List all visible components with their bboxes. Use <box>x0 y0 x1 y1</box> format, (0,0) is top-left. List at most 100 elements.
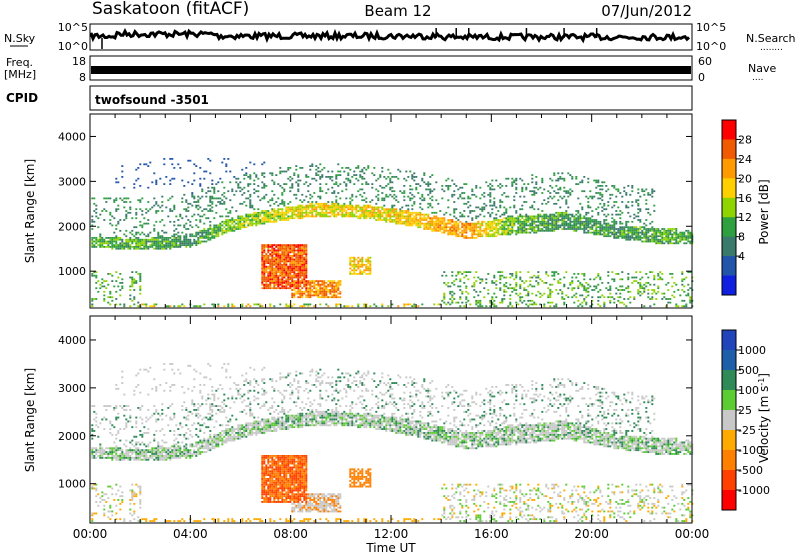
power-cell <box>481 235 484 238</box>
power-cell <box>91 237 94 239</box>
power-cell <box>493 303 496 306</box>
power-cell <box>593 219 596 221</box>
power-cell <box>447 188 450 191</box>
power-cell <box>303 253 306 255</box>
power-cell <box>297 282 300 284</box>
power-cell <box>531 299 534 302</box>
power-cell <box>299 255 302 257</box>
power-cell <box>289 247 292 250</box>
power-cell <box>631 231 634 234</box>
power-cell <box>383 208 386 211</box>
power-cell <box>621 226 624 229</box>
power-cell <box>127 244 130 246</box>
power-cell <box>307 211 310 214</box>
power-cell <box>379 217 382 220</box>
power-cell <box>157 231 160 234</box>
power-cell <box>305 269 308 272</box>
power-cell <box>511 219 514 221</box>
power-cell <box>595 276 598 279</box>
power-cell <box>211 229 214 232</box>
power-cell <box>371 210 374 212</box>
power-cell <box>263 176 266 178</box>
power-cell <box>391 181 394 184</box>
power-cell <box>303 267 306 270</box>
power-cell <box>467 271 470 273</box>
power-cell <box>269 215 272 218</box>
power-cell <box>163 237 166 239</box>
power-cell <box>197 231 200 234</box>
power-cell <box>127 247 130 250</box>
power-cell <box>117 247 120 250</box>
power-cell <box>327 215 330 218</box>
power-cell <box>589 206 592 209</box>
power-cell <box>295 213 298 216</box>
power-cell <box>457 235 460 238</box>
power-cell <box>137 167 140 169</box>
power-cell <box>137 237 140 239</box>
power-cell <box>207 235 210 238</box>
power-cell <box>411 305 414 308</box>
power-cell <box>309 303 312 306</box>
power-cell <box>443 222 446 225</box>
power-cell <box>93 271 96 273</box>
power-cell <box>263 183 266 185</box>
power-cell <box>341 210 344 212</box>
power-cell <box>471 226 474 229</box>
power-cell <box>407 222 410 225</box>
power-cell <box>95 208 98 211</box>
power-cell <box>601 224 604 227</box>
power-cell <box>139 201 142 203</box>
power-cell <box>161 240 164 243</box>
power-cell <box>363 208 366 211</box>
power-cell <box>481 280 484 282</box>
power-cell <box>429 190 432 193</box>
power-cell <box>503 294 506 297</box>
power-cell <box>451 220 454 223</box>
power-cell <box>163 163 166 166</box>
velocity-cell <box>93 447 96 450</box>
power-cell <box>329 292 332 295</box>
power-cell <box>245 226 248 229</box>
power-cell <box>311 285 314 288</box>
power-cell <box>631 233 634 236</box>
power-cell <box>411 213 414 216</box>
power-cell <box>567 226 570 229</box>
power-cell <box>613 219 616 221</box>
power-cell <box>181 244 184 246</box>
power-cell <box>335 195 338 198</box>
nave-tick-top: 60 <box>698 55 712 68</box>
power-cell <box>139 246 142 248</box>
power-cell <box>493 233 496 236</box>
power-cell <box>259 303 262 306</box>
power-cell <box>459 235 462 238</box>
power-cell <box>453 228 456 230</box>
power-cell <box>337 285 340 288</box>
power-cell <box>295 292 298 295</box>
power-cell <box>663 237 666 239</box>
power-cell <box>215 235 218 238</box>
power-cell <box>307 185 310 187</box>
power-cell <box>387 211 390 214</box>
power-cell <box>559 219 562 221</box>
power-cell <box>303 206 306 209</box>
power-cell <box>335 289 338 291</box>
power-cell <box>625 206 628 209</box>
power-cell <box>499 233 502 236</box>
power-cell <box>599 229 602 232</box>
power-cell <box>315 292 318 295</box>
power-cell <box>485 228 488 230</box>
power-cell <box>141 197 144 200</box>
power-cell <box>561 219 564 221</box>
power-cell <box>539 303 542 306</box>
power-cell <box>91 228 94 230</box>
power-cell <box>267 287 270 290</box>
power-cell <box>249 176 252 178</box>
power-cell <box>263 276 266 279</box>
power-cell <box>473 285 476 288</box>
power-cell <box>557 273 560 275</box>
power-cell <box>587 231 590 234</box>
power-cell <box>355 210 358 212</box>
power-cell <box>471 219 474 221</box>
power-cell <box>511 228 514 230</box>
power-cell <box>455 222 458 225</box>
